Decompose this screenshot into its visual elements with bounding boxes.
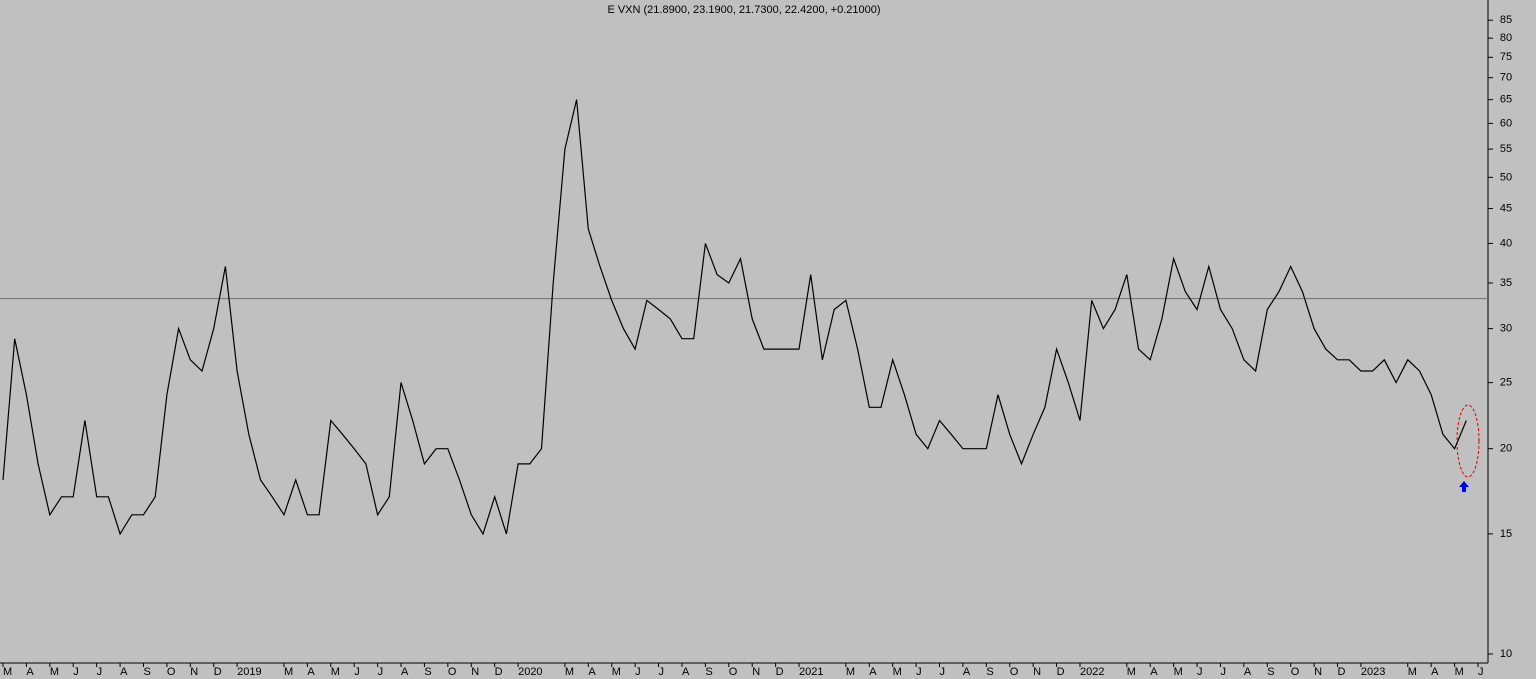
x-tick-label: A — [26, 666, 34, 678]
x-tick-label: O — [1010, 666, 1019, 678]
x-tick-label: 2022 — [1080, 666, 1104, 678]
y-tick-label: 45 — [1500, 202, 1512, 214]
x-tick-label: M — [50, 666, 59, 678]
x-tick-label: S — [424, 666, 431, 678]
x-tick-label: A — [588, 666, 596, 678]
x-tick-label: N — [752, 666, 760, 678]
x-tick-label: M — [1174, 666, 1183, 678]
chart-title: E VXN (21.8900, 23.1900, 21.7300, 22.420… — [607, 4, 880, 16]
x-tick-label: A — [869, 666, 877, 678]
x-tick-label: M — [1127, 666, 1136, 678]
x-tick-label: J — [97, 666, 103, 678]
x-tick-label: D — [214, 666, 222, 678]
y-tick-label: 20 — [1500, 443, 1512, 455]
x-tick-label: M — [612, 666, 621, 678]
x-tick-label: O — [167, 666, 176, 678]
x-tick-label: M — [565, 666, 574, 678]
x-tick-label: A — [401, 666, 409, 678]
x-tick-label: J — [378, 666, 384, 678]
x-tick-label: O — [1291, 666, 1300, 678]
y-tick-label: 75 — [1500, 51, 1512, 63]
x-tick-label: S — [705, 666, 712, 678]
x-tick-label: A — [682, 666, 690, 678]
x-tick-label: S — [986, 666, 993, 678]
y-tick-label: 40 — [1500, 237, 1512, 249]
y-tick-label: 10 — [1500, 648, 1512, 660]
x-tick-label: 2020 — [518, 666, 542, 678]
x-tick-label: M — [846, 666, 855, 678]
x-tick-label: J — [1478, 666, 1484, 678]
x-tick-label: A — [120, 666, 128, 678]
x-tick-label: A — [307, 666, 315, 678]
y-tick-label: 80 — [1500, 32, 1512, 44]
x-tick-label: D — [1057, 666, 1065, 678]
x-tick-label: M — [893, 666, 902, 678]
x-tick-label: M — [284, 666, 293, 678]
x-tick-label: J — [635, 666, 641, 678]
x-tick-label: O — [448, 666, 457, 678]
x-tick-label: D — [495, 666, 503, 678]
x-tick-label: A — [1431, 666, 1439, 678]
y-tick-label: 30 — [1500, 323, 1512, 335]
x-tick-label: 2023 — [1361, 666, 1385, 678]
x-tick-label: O — [729, 666, 738, 678]
x-tick-label: A — [1150, 666, 1158, 678]
y-tick-label: 85 — [1500, 14, 1512, 26]
x-tick-label: D — [1338, 666, 1346, 678]
x-tick-label: S — [1267, 666, 1274, 678]
x-tick-label: N — [471, 666, 479, 678]
x-tick-label: D — [776, 666, 784, 678]
x-tick-label: S — [143, 666, 150, 678]
y-tick-label: 35 — [1500, 277, 1512, 289]
arrow — [1459, 481, 1469, 492]
y-tick-label: 25 — [1500, 377, 1512, 389]
x-tick-label: J — [940, 666, 946, 678]
y-tick-label: 65 — [1500, 94, 1512, 106]
y-tick-label: 60 — [1500, 117, 1512, 129]
y-tick-label: 70 — [1500, 72, 1512, 84]
x-tick-label: N — [1314, 666, 1322, 678]
x-tick-label: N — [1033, 666, 1041, 678]
y-tick-label: 15 — [1500, 528, 1512, 540]
x-tick-label: J — [659, 666, 665, 678]
x-tick-label: 2021 — [799, 666, 823, 678]
highlight-ellipse — [1456, 404, 1480, 478]
x-tick-label: M — [1455, 666, 1464, 678]
x-tick-label: M — [1408, 666, 1417, 678]
x-tick-label: 2019 — [237, 666, 261, 678]
x-tick-label: J — [1197, 666, 1203, 678]
y-tick-label: 50 — [1500, 171, 1512, 183]
x-tick-label: J — [73, 666, 79, 678]
line-series — [2, 99, 1467, 536]
x-tick-label: M — [331, 666, 340, 678]
x-tick-label: M — [3, 666, 12, 678]
x-tick-label: A — [1244, 666, 1252, 678]
x-tick-label: A — [963, 666, 971, 678]
x-tick-label: J — [916, 666, 922, 678]
x-tick-label: N — [190, 666, 198, 678]
y-tick-label: 55 — [1500, 143, 1512, 155]
x-tick-label: J — [1220, 666, 1226, 678]
x-tick-label: J — [354, 666, 360, 678]
